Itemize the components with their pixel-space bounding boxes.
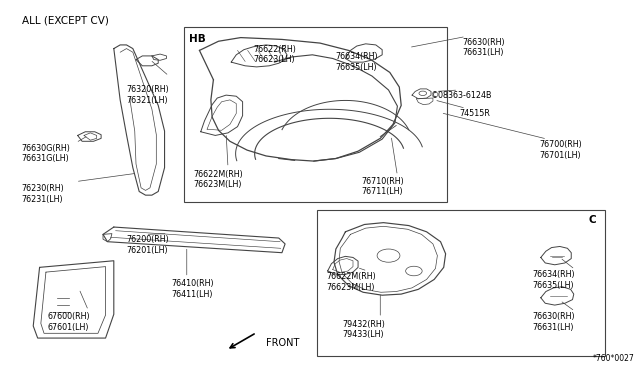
Text: ALL (EXCEPT CV): ALL (EXCEPT CV) <box>22 16 109 26</box>
Text: 76230(RH)
76231(LH): 76230(RH) 76231(LH) <box>22 184 65 203</box>
Text: 76630(RH)
76631(LH): 76630(RH) 76631(LH) <box>463 38 506 57</box>
Text: ©08363-6124B: ©08363-6124B <box>431 91 493 100</box>
Text: 76630(RH)
76631(LH): 76630(RH) 76631(LH) <box>532 312 575 332</box>
Text: 74515R: 74515R <box>460 109 490 118</box>
Text: 76710(RH)
76711(LH): 76710(RH) 76711(LH) <box>361 177 404 196</box>
Text: 76634(RH)
76635(LH): 76634(RH) 76635(LH) <box>532 270 575 290</box>
Text: 76630G(RH)
76631G(LH): 76630G(RH) 76631G(LH) <box>22 144 70 163</box>
Text: 76622(RH)
76623(LH): 76622(RH) 76623(LH) <box>253 45 296 64</box>
Text: 76634(RH)
76635(LH): 76634(RH) 76635(LH) <box>336 52 378 72</box>
Text: *760*0027: *760*0027 <box>592 354 634 363</box>
Text: 79432(RH)
79433(LH): 79432(RH) 79433(LH) <box>342 320 385 339</box>
Bar <box>317 210 605 356</box>
Text: C: C <box>588 215 596 225</box>
Text: HB: HB <box>189 34 205 44</box>
Text: 76622M(RH)
76623M(LH): 76622M(RH) 76623M(LH) <box>193 170 243 189</box>
Text: FRONT: FRONT <box>266 338 300 348</box>
Text: 67600(RH)
67601(LH): 67600(RH) 67601(LH) <box>47 312 90 332</box>
Text: 76410(RH)
76411(LH): 76410(RH) 76411(LH) <box>171 279 214 299</box>
Text: 76320(RH)
76321(LH): 76320(RH) 76321(LH) <box>127 85 169 105</box>
Text: 76700(RH)
76701(LH): 76700(RH) 76701(LH) <box>539 140 582 160</box>
Text: 76622M(RH)
76623M(LH): 76622M(RH) 76623M(LH) <box>326 272 376 292</box>
Text: 76200(RH)
76201(LH): 76200(RH) 76201(LH) <box>127 235 169 255</box>
Bar <box>184 26 447 202</box>
